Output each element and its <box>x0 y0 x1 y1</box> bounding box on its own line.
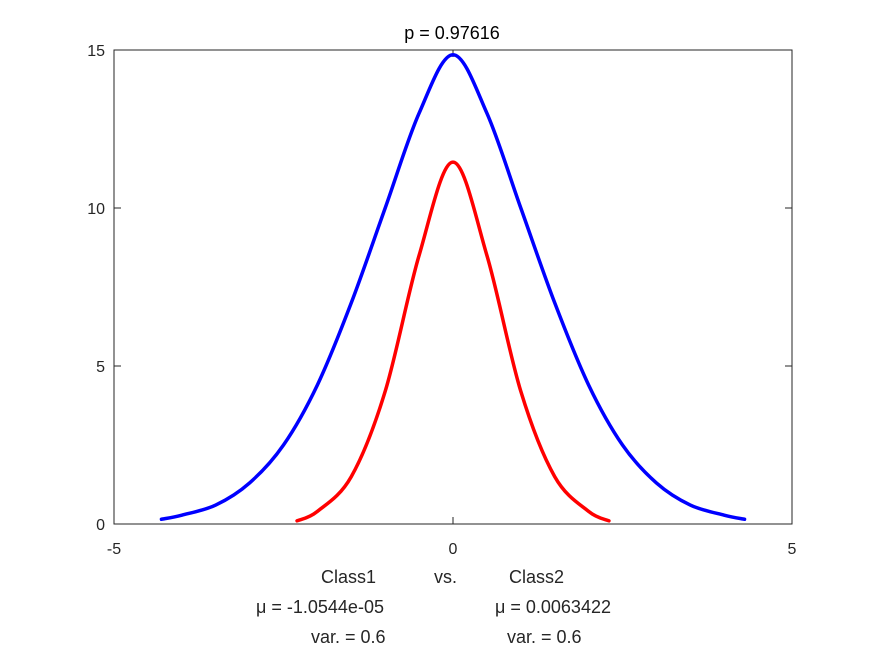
y-tick-label: 15 <box>87 43 105 60</box>
x-tick-label: -5 <box>107 541 121 558</box>
y-tick-label: 10 <box>87 201 105 218</box>
class1-mean: μ = -1.0544e-05 <box>256 597 384 617</box>
y-tick-label: 5 <box>96 359 105 376</box>
class2-label: Class2 <box>509 567 565 587</box>
class1-label: Class1 <box>321 567 377 587</box>
class1-variance: var. = 0.6 <box>311 627 386 647</box>
x-tick-label: 0 <box>449 541 458 558</box>
vs-label: vs. <box>434 567 458 587</box>
blue-curve-line <box>159 52 747 522</box>
x-tick-label: 5 <box>788 541 797 558</box>
y-tick-label: 0 <box>96 517 105 534</box>
class2-variance: var. = 0.6 <box>507 627 582 647</box>
class2-mean: μ = 0.0063422 <box>495 597 611 617</box>
plot-area-box <box>113 49 793 525</box>
chart-title: p = 0.97616 <box>404 23 500 43</box>
red-curve-line <box>295 160 611 523</box>
